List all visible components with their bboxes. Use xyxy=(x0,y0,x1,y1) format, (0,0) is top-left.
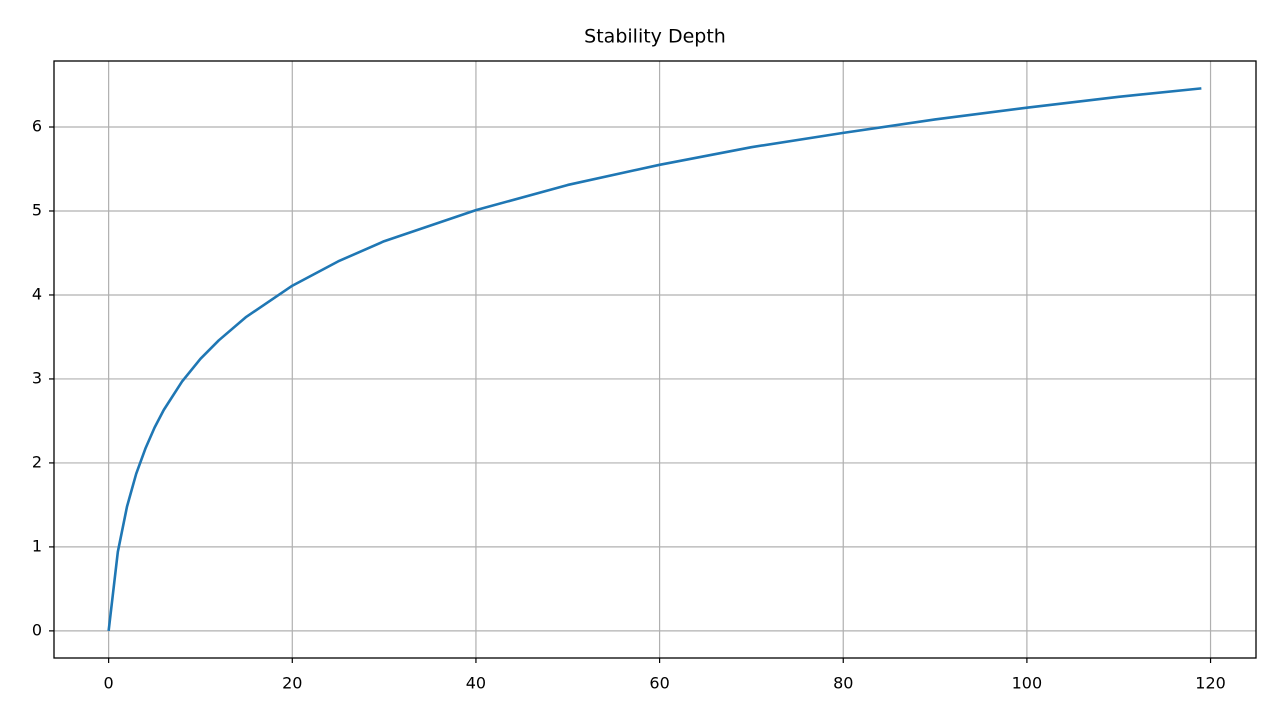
y-tick-label: 0 xyxy=(32,620,42,639)
x-tick-label: 120 xyxy=(1195,674,1226,693)
x-tick-label: 20 xyxy=(282,674,302,693)
x-tick-label: 0 xyxy=(104,674,114,693)
x-tick-label: 40 xyxy=(466,674,486,693)
y-tick-label: 4 xyxy=(32,284,42,303)
chart-title: Stability Depth xyxy=(584,26,726,48)
x-tick-label: 100 xyxy=(1012,674,1043,693)
y-tick-label: 5 xyxy=(32,200,42,219)
y-tick-label: 1 xyxy=(32,536,42,555)
y-tick-label: 3 xyxy=(32,368,42,387)
line-series xyxy=(107,87,1202,632)
plot-frame xyxy=(53,60,1257,659)
x-tick-label: 60 xyxy=(649,674,669,693)
x-tick-label: 80 xyxy=(833,674,853,693)
y-tick-label: 2 xyxy=(32,452,42,471)
y-tick-label: 6 xyxy=(32,117,42,136)
